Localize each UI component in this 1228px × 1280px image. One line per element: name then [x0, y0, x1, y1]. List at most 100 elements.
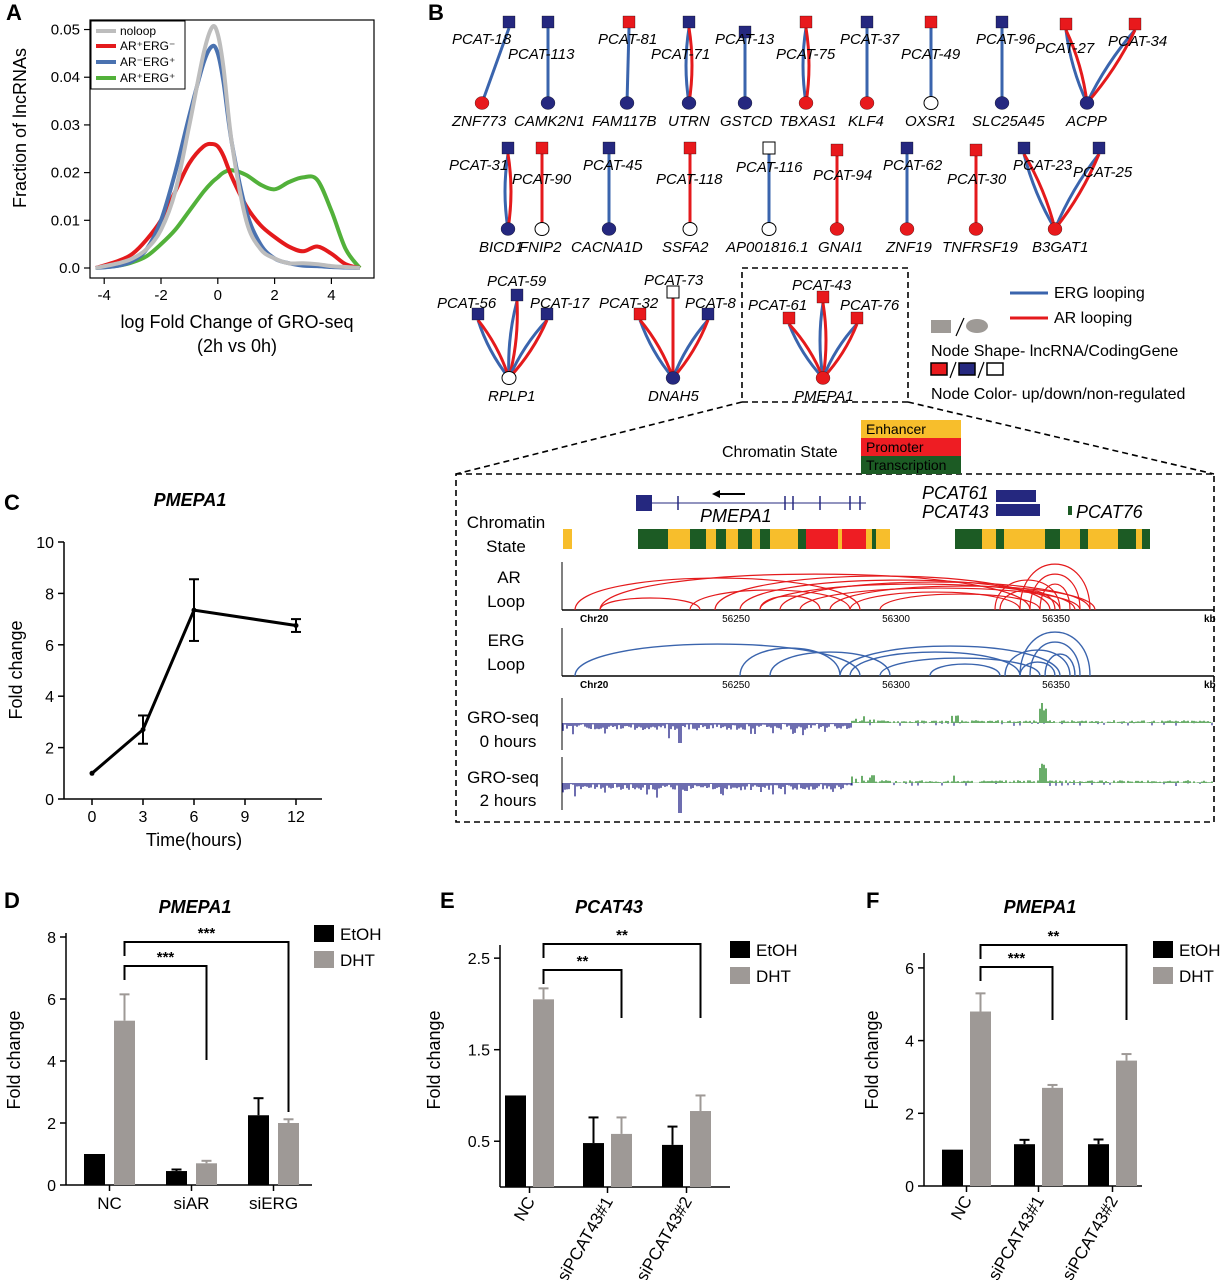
- gene-label: GNAI1: [818, 239, 863, 256]
- gene-label: SSFA2: [662, 239, 709, 256]
- bar-ytick-label: 0: [905, 1179, 914, 1196]
- loop-edge-ar: [687, 27, 694, 104]
- bar-ylabel: Fold change: [4, 1010, 24, 1109]
- bar-etoh: [84, 1154, 105, 1185]
- chromatin-segment: [876, 529, 890, 549]
- gene-label: AP001816.1: [725, 239, 809, 256]
- state-enhancer-label: Enhancer: [866, 421, 926, 437]
- lncrna-label: PCAT-62: [883, 157, 943, 174]
- chromatin-segment: [955, 529, 982, 549]
- zoom-connector-right: [907, 401, 1215, 475]
- chromatin-state-title: Chromatin State: [722, 444, 838, 461]
- pmepa1-arrow-head: [712, 490, 720, 498]
- lncrna-label: PCAT-49: [901, 46, 961, 63]
- legend-color-slash-2: [977, 361, 985, 379]
- lncrna-node: [762, 141, 776, 155]
- pcat43-gene-model: [996, 504, 1040, 516]
- track-label-gro2-b: 2 hours: [480, 791, 537, 810]
- chromatin-segment: [866, 529, 872, 549]
- bar-category-label: NC: [97, 1194, 122, 1213]
- bar-dht: [611, 1133, 632, 1187]
- ar-loop-arc: [1029, 573, 1081, 611]
- legend-color-text: Node Color- up/down/non-regulated: [931, 386, 1185, 403]
- genome-browser: PMEPA1 PCAT61 PCAT43 PCAT76 Chromatin St…: [467, 483, 1216, 813]
- chrom-label: Chr20: [580, 614, 609, 625]
- erg-loop-arc: [839, 645, 1061, 677]
- lncrna-node: [738, 25, 752, 39]
- gene-node: [501, 371, 517, 385]
- track-label-erg-loop: Loop: [487, 655, 525, 674]
- loop-edge-erg: [476, 319, 511, 379]
- panel-label-f: F: [866, 888, 879, 913]
- a-ytick-label: 0.02: [51, 165, 80, 182]
- lncrna-label: PCAT-45: [583, 157, 643, 174]
- lncrna-label: PCAT-61: [748, 297, 807, 314]
- lncrna-node: [1092, 141, 1106, 155]
- gro-minus-strand-tail: [851, 783, 1201, 786]
- lncrna-node: [1128, 17, 1142, 31]
- coord-label: 56350: [1042, 614, 1070, 625]
- lncrna-label: PCAT-71: [651, 46, 710, 63]
- bar-ytick-label: 2: [47, 1116, 56, 1133]
- lncrna-label: PCAT-43: [792, 277, 852, 294]
- gene-node: [601, 222, 617, 236]
- panel-label-c: C: [4, 490, 20, 515]
- legend-color-nonreg: [986, 362, 1004, 376]
- chromatin-segment: [996, 529, 1004, 549]
- legend-ar-loop-text: AR looping: [1054, 310, 1132, 327]
- state-transcription-label: Transcription: [866, 457, 946, 473]
- loop-edge-ar: [506, 153, 513, 230]
- c-xtick-label: 0: [88, 809, 97, 826]
- panel-d-bar-chart: PMEPA1 0 2 4 6 8 Fold change NC siAR siERG *** *** E…: [4, 897, 382, 1213]
- panel-label-b: B: [428, 0, 444, 25]
- panel-c-xlabel: Time(hours): [146, 830, 242, 850]
- track-label-gro2-a: GRO-seq: [467, 768, 539, 787]
- loop-edge-ar: [671, 319, 710, 379]
- chromatin-state-legend: Chromatin State Enhancer Promoter Transc…: [722, 420, 961, 474]
- legend-swatch-etoh: [314, 925, 334, 942]
- bar-ylabel: Fold change: [424, 1010, 444, 1109]
- coord-label: 56250: [722, 680, 750, 691]
- gene-node: [829, 222, 845, 236]
- legend-swatch-etoh: [730, 941, 750, 958]
- legend-swatch-dht: [730, 967, 750, 984]
- significance-bracket: [542, 969, 623, 1018]
- erg-loop-arc: [574, 643, 861, 677]
- gene-label: KLF4: [848, 113, 884, 130]
- lncrna-node: [969, 143, 983, 157]
- a-ytick-label: 0.01: [51, 212, 80, 229]
- panel-b-legend: ERG looping AR looping Node Shape- lncRN…: [930, 285, 1185, 403]
- erg-loop-arc: [1019, 631, 1091, 677]
- panel-b-zoom-box: [455, 267, 1215, 823]
- lncrna-node: [900, 141, 914, 155]
- track-label-chromatin: Chromatin: [467, 513, 545, 532]
- loop-edge-erg: [1053, 153, 1101, 230]
- bar-dht: [1116, 1060, 1137, 1186]
- chromatin-segment: [1118, 529, 1136, 549]
- legend-text-ar-pos-erg-pos: AR⁺ERG⁺: [120, 71, 175, 85]
- gene-node: [1079, 96, 1095, 110]
- panel-e-bar-chart: PCAT43 0.5 1.5 2.5 Fold change NC siPCAT43#1 si…: [424, 897, 798, 1280]
- panel-a-frame: [89, 19, 375, 279]
- panel-c-plot: [89, 578, 301, 776]
- coord-label: 56300: [882, 614, 910, 625]
- lncrna-node: [501, 141, 515, 155]
- lncrna-label: PCAT-23: [1013, 157, 1073, 174]
- gro-plus-strand: [851, 763, 1213, 783]
- panel-a-density-plot: -4 -2 0 2 4 0.0 0.01 0.02 0.03 0.04 0.05 log Fold…: [10, 19, 375, 356]
- gene-node: [534, 222, 550, 236]
- bar-etoh: [662, 1144, 683, 1187]
- bar-chart-title: PMEPA1: [1004, 897, 1077, 917]
- coord-label: 56250: [722, 614, 750, 625]
- loop-edge-erg: [503, 153, 510, 230]
- a-ytick-label: 0.05: [51, 22, 80, 39]
- significance-bracket: [123, 965, 208, 1060]
- chromatin-segment: [726, 529, 738, 549]
- state-enhancer-swatch: [861, 420, 961, 438]
- lncrna-node: [683, 141, 697, 155]
- gene-node: [968, 222, 984, 236]
- loop-edge-ar: [787, 322, 825, 379]
- legend-label-etoh: EtOH: [756, 941, 798, 960]
- lncrna-label: PCAT-73: [644, 272, 704, 289]
- legend-label-dht: DHT: [1179, 967, 1214, 986]
